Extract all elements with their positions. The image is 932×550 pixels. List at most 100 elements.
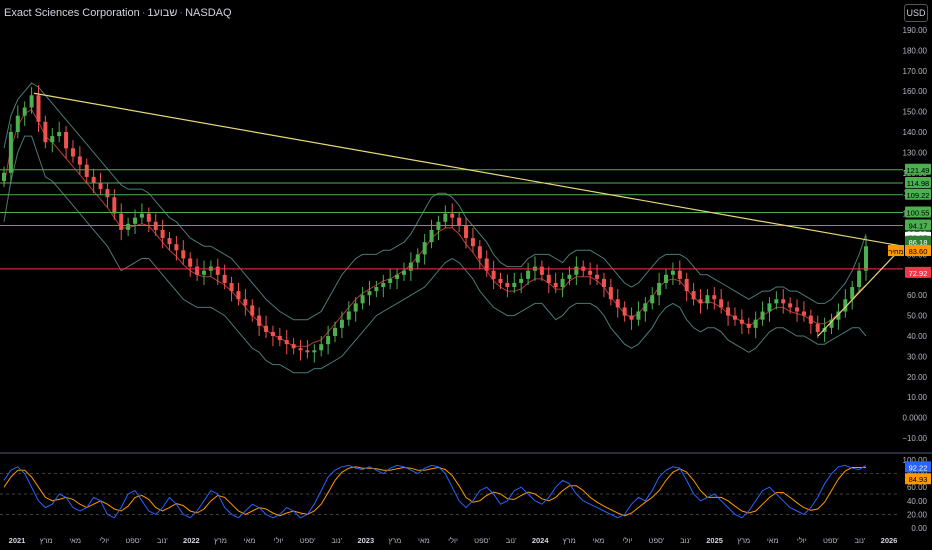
- candle: [236, 291, 241, 300]
- candle: [684, 278, 689, 292]
- descending-trendline[interactable]: [33, 92, 904, 247]
- candle: [843, 299, 848, 312]
- candle: [133, 217, 138, 224]
- interval-label[interactable]: 1שבוע: [147, 7, 178, 19]
- time-tick-label: 2021: [9, 536, 26, 545]
- price-marker-label: 83.60: [909, 247, 928, 256]
- candle: [657, 282, 662, 296]
- candle: [22, 107, 27, 116]
- time-tick-label: ספט': [474, 536, 490, 545]
- price-marker-label-bg: [905, 245, 931, 257]
- candle: [84, 164, 89, 177]
- price-tick-label: 10.00: [907, 393, 928, 402]
- candle: [36, 95, 41, 122]
- candle: [450, 213, 455, 218]
- price-tick-label: 60.00: [907, 291, 928, 300]
- stoch-tick-label: 60.00: [907, 483, 928, 492]
- candle: [57, 132, 62, 137]
- stochastic-pane[interactable]: [0, 464, 900, 519]
- price-tick-label: 130.00: [903, 148, 928, 157]
- candle: [767, 303, 772, 312]
- time-tick-label: ספט': [300, 536, 316, 545]
- candle: [50, 136, 55, 143]
- candles: [2, 85, 868, 363]
- time-tick-label: נוב': [855, 536, 866, 545]
- time-tick-label: מרץ: [563, 536, 576, 545]
- level-price-label: 100.55: [907, 208, 930, 217]
- ascending-trendline[interactable]: [817, 245, 904, 337]
- candle: [643, 303, 648, 312]
- candle: [374, 287, 379, 292]
- candle: [574, 266, 579, 275]
- time-tick-label: יולי: [622, 536, 632, 545]
- exchange-label: NASDAQ: [185, 7, 232, 19]
- level-price-label-bg: [905, 219, 931, 231]
- level-price-label-bg: [905, 163, 931, 175]
- stoch-tick-label: 40.00: [907, 497, 928, 506]
- time-axis[interactable]: 2021 מרץ מאי יולי ספט' נוב' 2022 מרץ מאי יולי ספט'…: [9, 536, 898, 545]
- candle: [567, 274, 572, 279]
- price-tick-label: 30.00: [907, 352, 928, 361]
- candle: [526, 270, 531, 279]
- candle: [553, 282, 558, 288]
- candle: [512, 282, 517, 288]
- candle: [339, 319, 344, 328]
- time-tick-label: מרץ: [40, 536, 53, 545]
- candle: [857, 270, 862, 288]
- candle: [401, 270, 406, 275]
- candle: [691, 291, 696, 300]
- candle: [732, 315, 737, 320]
- time-tick-label: נוב': [331, 536, 342, 545]
- candle: [560, 278, 565, 288]
- time-tick-label: מאי: [69, 536, 81, 545]
- candle: [353, 303, 358, 312]
- price-tick-label: 140.00: [903, 128, 928, 137]
- candle: [705, 295, 710, 304]
- level-price-label: 94.17: [909, 221, 928, 230]
- price-labels: 121.49114.98109.22100.5594.1788.2586.181…: [888, 163, 931, 278]
- candle: [43, 121, 48, 143]
- time-tick-label: 2024: [532, 536, 550, 545]
- resistance-price-label-bg: [905, 266, 931, 278]
- candle: [629, 315, 634, 320]
- candle: [636, 311, 641, 320]
- candle: [698, 299, 703, 304]
- price-tick-label: 170.00: [903, 67, 928, 76]
- price-tag-bg: [888, 245, 904, 257]
- stoch-d-line: [3, 466, 866, 517]
- candle: [753, 319, 758, 328]
- candle: [360, 295, 365, 304]
- current-price-label-bg: [905, 235, 931, 247]
- candle: [677, 270, 682, 279]
- currency-button[interactable]: USD: [904, 4, 928, 22]
- candle: [719, 299, 724, 308]
- candle: [326, 336, 331, 345]
- candle: [712, 295, 717, 300]
- time-tick-label: מאי: [592, 536, 604, 545]
- candle: [622, 307, 627, 316]
- candle: [588, 270, 593, 275]
- candle: [243, 299, 248, 306]
- candle: [388, 278, 393, 283]
- candle: [443, 213, 448, 222]
- candle: [519, 278, 524, 283]
- time-tick-label: יולי: [448, 536, 458, 545]
- time-tick-label: יולי: [797, 536, 807, 545]
- candle: [429, 229, 434, 243]
- candle: [257, 315, 262, 326]
- candle: [167, 238, 172, 245]
- candle: [650, 295, 655, 304]
- stoch-k-value: 92.22: [909, 463, 928, 472]
- candle: [29, 95, 34, 108]
- time-tick-label: 2022: [183, 536, 200, 545]
- time-tick-label: ספט': [649, 536, 665, 545]
- candle: [546, 274, 551, 283]
- candle: [174, 244, 179, 251]
- time-tick-label: מאי: [244, 536, 256, 545]
- level-price-label: 121.49: [907, 166, 930, 175]
- horizontal-levels[interactable]: [0, 169, 903, 270]
- candle: [222, 274, 227, 283]
- trendlines[interactable]: [33, 92, 904, 337]
- candle: [788, 303, 793, 308]
